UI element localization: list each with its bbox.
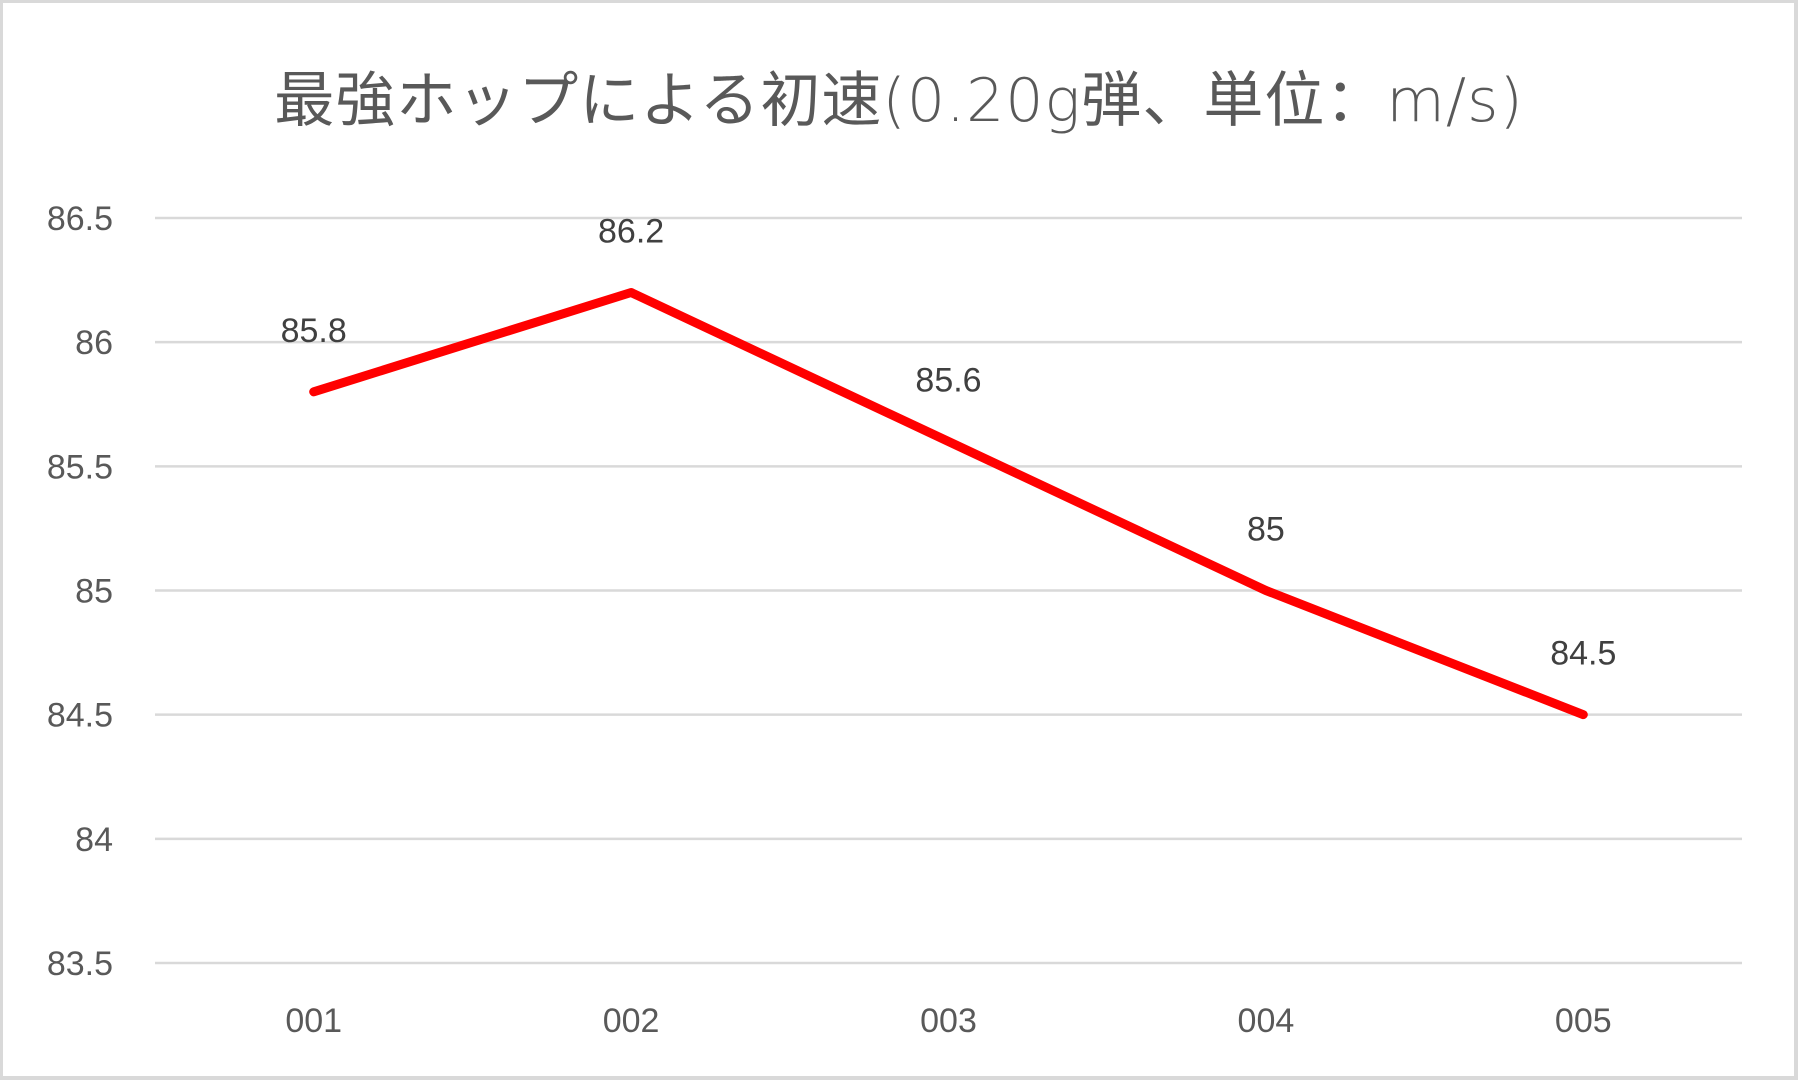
- y-axis-tick-label: 84.5: [47, 697, 113, 735]
- x-axis-tick-label: 003: [920, 1002, 977, 1040]
- data-label: 85.8: [281, 312, 347, 350]
- x-axis-tick-label: 002: [603, 1002, 660, 1040]
- y-axis-tick-label: 85.5: [47, 448, 113, 486]
- y-axis-tick-label: 85: [75, 573, 113, 611]
- data-label: 84.5: [1550, 635, 1616, 673]
- chart-area: [3, 3, 1794, 1076]
- data-label: 86.2: [598, 213, 664, 251]
- y-axis-tick-label: 86: [75, 324, 113, 362]
- y-axis-tick-label: 83.5: [47, 945, 113, 983]
- x-axis-tick-label: 004: [1238, 1002, 1295, 1040]
- x-axis-tick-label: 001: [285, 1002, 342, 1040]
- y-axis-tick-label: 84: [75, 821, 113, 859]
- data-label: 85.6: [915, 362, 981, 400]
- y-axis-tick-label: 86.5: [47, 200, 113, 238]
- x-axis-tick-label: 005: [1555, 1002, 1612, 1040]
- data-label: 85: [1247, 511, 1285, 549]
- chart-title: 最強ホップによる初速(0.20g弾、単位：m/s): [274, 66, 1524, 136]
- data-line: [309, 288, 1588, 720]
